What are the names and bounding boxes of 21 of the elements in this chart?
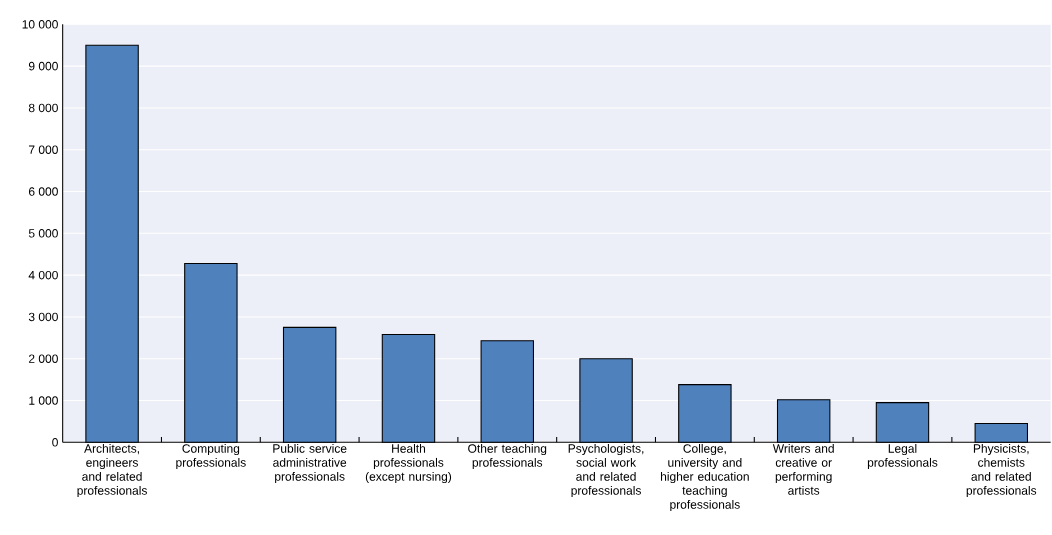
y-tick-label: 0 (52, 438, 58, 447)
y-tick-label: 4 000 (28, 270, 58, 280)
x-tick-label: Other teaching professionals (468, 443, 547, 470)
x-tick-label: College, university and higher education teaching professionals (661, 443, 749, 512)
y-tick-label: 5 000 (28, 229, 58, 238)
x-tick-label: Physicists, chemists and related professionals (966, 443, 1037, 498)
x-tick-label: Health professionals (except nursing) (365, 443, 452, 484)
x-tick-label: Psychologists, social work and related professionals (568, 443, 644, 498)
x-tick-label: Legal professionals (867, 443, 938, 470)
x-tick-label: Writers and creative or performing artists (772, 443, 834, 495)
y-tick-label: 7 000 (28, 145, 58, 154)
x-tick-label: Public service administrative professionals (273, 443, 347, 484)
y-tick-label: 2 000 (28, 354, 58, 363)
x-tick-label: Architects, engineers and related professionals (77, 443, 147, 498)
y-tick-label: 8 000 (28, 103, 58, 113)
y-tick-label: 6 000 (28, 187, 58, 196)
x-tick-label: Computing professionals (176, 443, 246, 470)
y-tick-label: 9 000 (28, 61, 58, 71)
y-tick-label: 3 000 (28, 312, 58, 322)
y-tick-label: 10 000 (22, 20, 58, 29)
y-tick-label: 1 000 (29, 396, 58, 405)
